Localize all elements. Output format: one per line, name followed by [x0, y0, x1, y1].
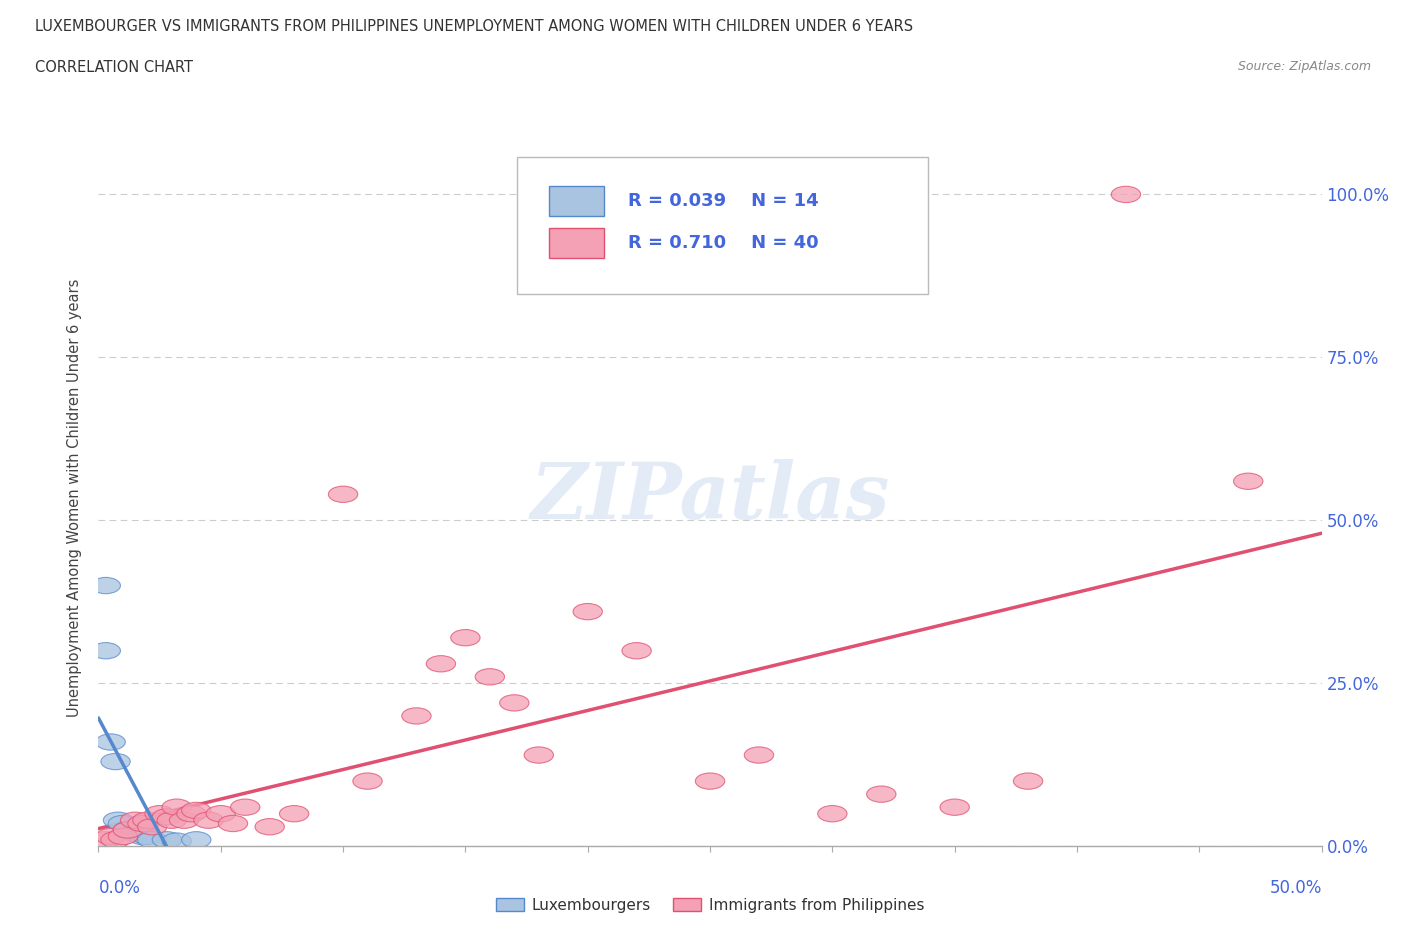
Ellipse shape	[152, 809, 181, 825]
Ellipse shape	[128, 829, 157, 844]
Ellipse shape	[101, 753, 131, 770]
Ellipse shape	[91, 643, 121, 658]
Ellipse shape	[112, 822, 142, 838]
Ellipse shape	[426, 656, 456, 672]
Ellipse shape	[574, 604, 602, 619]
Ellipse shape	[402, 708, 432, 724]
Ellipse shape	[138, 831, 167, 848]
Ellipse shape	[1233, 473, 1263, 489]
Legend: Luxembourgers, Immigrants from Philippines: Luxembourgers, Immigrants from Philippin…	[489, 892, 931, 919]
Ellipse shape	[353, 773, 382, 790]
Ellipse shape	[475, 669, 505, 685]
Ellipse shape	[177, 805, 207, 822]
FancyBboxPatch shape	[548, 187, 603, 216]
Ellipse shape	[121, 825, 150, 842]
Ellipse shape	[254, 818, 284, 835]
Ellipse shape	[132, 829, 162, 844]
Text: LUXEMBOURGER VS IMMIGRANTS FROM PHILIPPINES UNEMPLOYMENT AMONG WOMEN WITH CHILDR: LUXEMBOURGER VS IMMIGRANTS FROM PHILIPPI…	[35, 19, 914, 33]
Ellipse shape	[91, 831, 121, 848]
FancyBboxPatch shape	[548, 229, 603, 258]
Ellipse shape	[162, 799, 191, 816]
Ellipse shape	[152, 831, 181, 848]
Text: Source: ZipAtlas.com: Source: ZipAtlas.com	[1237, 60, 1371, 73]
Ellipse shape	[181, 831, 211, 848]
Text: ZIPatlas: ZIPatlas	[530, 459, 890, 536]
Ellipse shape	[866, 786, 896, 803]
Text: CORRELATION CHART: CORRELATION CHART	[35, 60, 193, 75]
Ellipse shape	[499, 695, 529, 711]
Ellipse shape	[744, 747, 773, 764]
Ellipse shape	[91, 578, 121, 593]
Text: 0.0%: 0.0%	[98, 879, 141, 897]
Ellipse shape	[451, 630, 479, 645]
Ellipse shape	[218, 816, 247, 831]
Ellipse shape	[145, 805, 174, 822]
Ellipse shape	[280, 805, 309, 822]
Text: 50.0%: 50.0%	[1270, 879, 1322, 897]
Ellipse shape	[121, 812, 150, 829]
Text: R = 0.710    N = 40: R = 0.710 N = 40	[628, 234, 818, 252]
Ellipse shape	[169, 812, 198, 829]
Ellipse shape	[112, 822, 142, 838]
Ellipse shape	[128, 816, 157, 831]
Ellipse shape	[231, 799, 260, 816]
Ellipse shape	[181, 803, 211, 818]
Ellipse shape	[108, 829, 138, 844]
Ellipse shape	[96, 734, 125, 751]
Ellipse shape	[1111, 186, 1140, 203]
Ellipse shape	[207, 805, 235, 822]
Ellipse shape	[941, 799, 969, 816]
Y-axis label: Unemployment Among Women with Children Under 6 years: Unemployment Among Women with Children U…	[67, 278, 83, 717]
Ellipse shape	[696, 773, 724, 790]
Text: R = 0.039    N = 14: R = 0.039 N = 14	[628, 193, 818, 210]
Ellipse shape	[103, 812, 132, 829]
Ellipse shape	[329, 486, 357, 502]
Ellipse shape	[194, 812, 224, 829]
Ellipse shape	[101, 831, 131, 848]
Ellipse shape	[524, 747, 554, 764]
Ellipse shape	[818, 805, 846, 822]
Ellipse shape	[96, 829, 125, 844]
FancyBboxPatch shape	[517, 157, 928, 294]
Ellipse shape	[157, 812, 187, 829]
Ellipse shape	[138, 818, 167, 835]
Ellipse shape	[162, 833, 191, 849]
Ellipse shape	[132, 812, 162, 829]
Ellipse shape	[621, 643, 651, 658]
Ellipse shape	[108, 816, 138, 831]
Ellipse shape	[1014, 773, 1043, 790]
